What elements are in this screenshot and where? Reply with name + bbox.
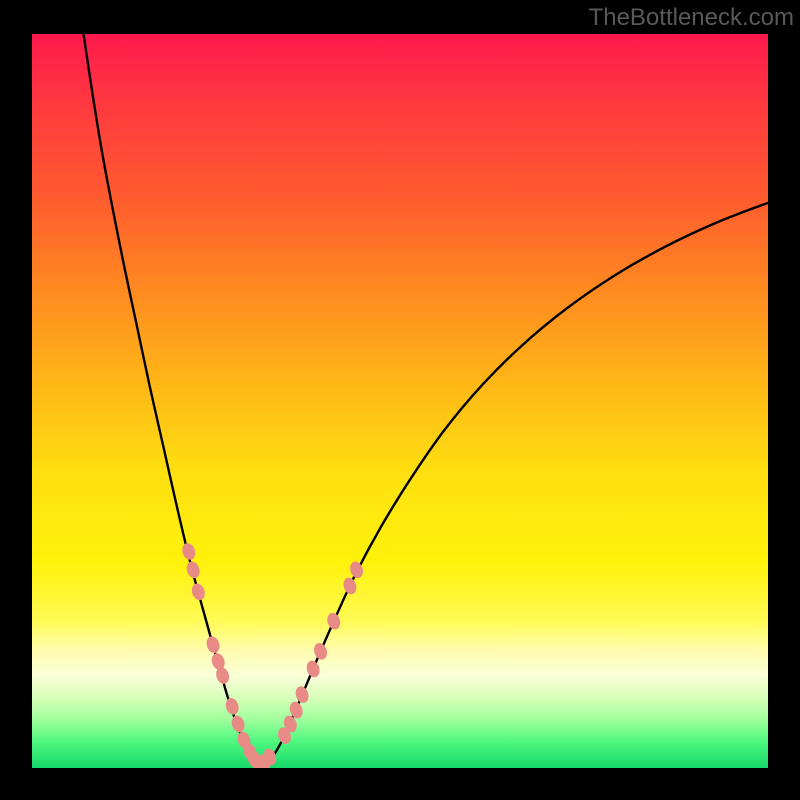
curve-marker-right [312, 641, 329, 661]
chart-stage: TheBottleneck.com [0, 0, 800, 800]
left-curve [84, 34, 261, 765]
curve-marker-right [341, 576, 358, 596]
chart-svg-layer [32, 34, 768, 768]
right-curve [260, 203, 768, 765]
curve-marker-left [190, 582, 207, 602]
curve-marker-right [305, 659, 322, 679]
curve-marker-left [230, 714, 247, 734]
curve-marker-left [180, 541, 197, 561]
watermark-text: TheBottleneck.com [589, 4, 794, 32]
curve-marker-right [294, 685, 311, 705]
curve-marker-left [224, 696, 241, 716]
plot-area [32, 34, 768, 768]
curve-marker-left [185, 560, 202, 580]
curve-marker-left [205, 635, 222, 655]
curve-marker-right [325, 611, 342, 631]
